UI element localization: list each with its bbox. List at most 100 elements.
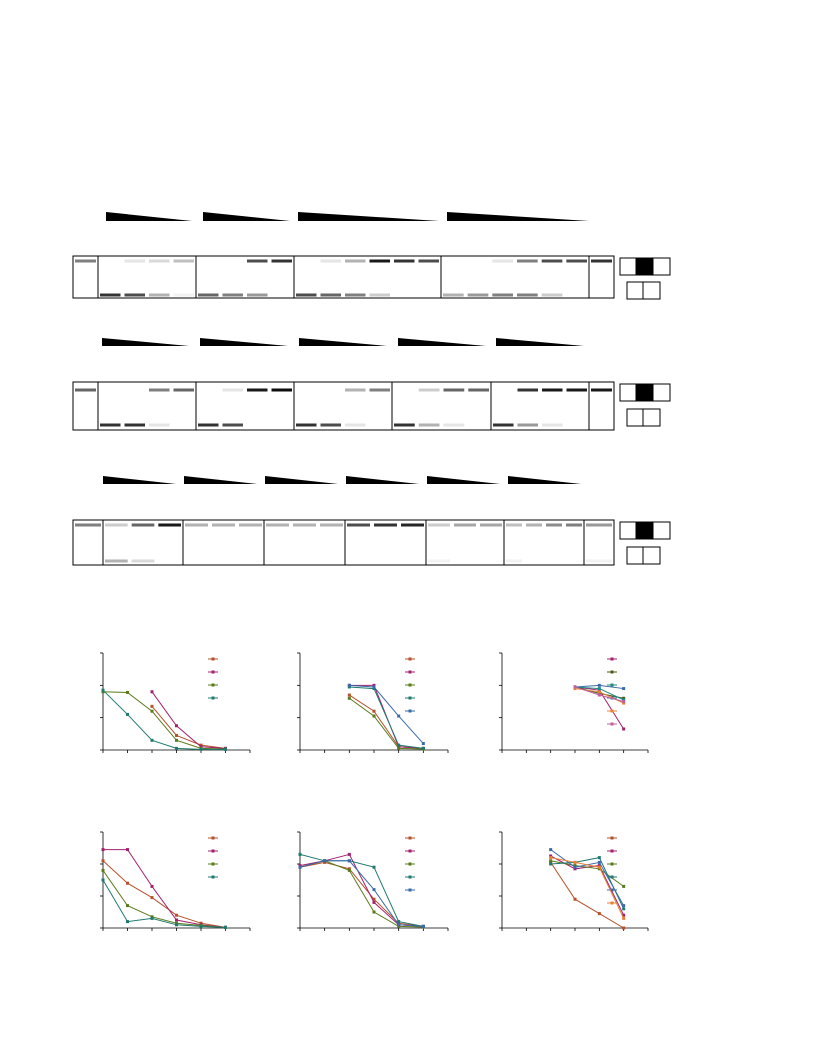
gel-band: [443, 293, 464, 297]
gel-band: [418, 259, 439, 263]
data-point: [126, 712, 129, 716]
data-point: [549, 860, 553, 864]
data-point: [549, 862, 553, 866]
gel-band: [320, 293, 341, 297]
gel-band: [100, 423, 121, 427]
legend-marker: [408, 696, 412, 700]
gel-band: [247, 293, 268, 297]
data-point: [622, 913, 626, 917]
data-point: [347, 693, 351, 697]
gel-band: [401, 523, 424, 527]
gel-band: [506, 523, 522, 527]
gel-band: [394, 259, 415, 263]
series-line: [102, 860, 226, 928]
series-line: [102, 691, 226, 750]
legend-marker: [408, 657, 412, 661]
data-point: [622, 696, 626, 700]
legend-marker: [408, 849, 412, 853]
series-line: [102, 689, 226, 750]
data-point: [175, 918, 178, 922]
data-point: [597, 683, 601, 687]
series-line: [349, 697, 424, 750]
titration-wedge: [106, 212, 192, 221]
gel-band: [418, 423, 440, 427]
gel-band: [296, 293, 317, 297]
data-point: [573, 897, 577, 901]
legend-marker: [408, 709, 412, 713]
data-point: [101, 848, 105, 852]
data-point: [101, 859, 105, 863]
data-point: [549, 854, 553, 858]
data-point: [372, 709, 376, 713]
gel-band: [124, 259, 145, 263]
data-point: [199, 743, 203, 747]
data-point: [573, 867, 577, 871]
titration-wedge: [496, 338, 584, 346]
legend-marker: [211, 670, 215, 674]
data-point: [175, 923, 178, 927]
data-point: [421, 742, 425, 746]
data-point: [101, 688, 105, 692]
gel-band: [541, 259, 563, 263]
gel-band: [480, 523, 502, 527]
gel-band: [158, 523, 181, 527]
legend-marker: [211, 696, 215, 700]
gel-band: [566, 523, 582, 527]
gel-band: [149, 259, 170, 263]
legend-marker: [211, 862, 215, 866]
series-line: [299, 853, 424, 927]
gel-band: [266, 523, 289, 527]
gel-band: [443, 423, 465, 427]
gel-band: [131, 523, 155, 527]
data-point: [622, 700, 626, 703]
data-point: [126, 848, 129, 852]
data-point: [597, 867, 601, 871]
series-line: [102, 870, 226, 928]
data-point: [175, 724, 178, 728]
titration-wedge: [299, 338, 387, 346]
data-point: [622, 687, 626, 691]
data-point: [597, 856, 601, 860]
data-point: [298, 865, 302, 869]
gel-band: [271, 388, 292, 392]
data-point: [397, 921, 401, 925]
data-point: [150, 884, 154, 888]
data-point: [397, 743, 401, 747]
gel-band: [124, 293, 145, 297]
data-point: [126, 920, 129, 924]
data-point: [347, 685, 351, 689]
legend-marker: [610, 670, 614, 674]
data-point: [397, 924, 401, 928]
gel-band: [105, 523, 128, 527]
data-point: [372, 685, 376, 689]
data-point: [622, 698, 626, 702]
titration-wedge: [508, 476, 581, 484]
gel-band: [173, 293, 194, 297]
data-point: [224, 747, 227, 751]
gel-band: [394, 423, 415, 427]
data-point: [573, 860, 577, 864]
gel-band: [347, 523, 370, 527]
legend-marker: [610, 683, 614, 687]
data-point: [597, 860, 601, 864]
gel-band: [369, 388, 390, 392]
legend-marker: [610, 862, 614, 866]
gel-band: [493, 423, 514, 427]
legend-marker: [610, 888, 614, 892]
series-line: [103, 849, 226, 928]
gel-band: [247, 259, 268, 263]
data-point: [597, 865, 601, 869]
legend-marker: [408, 875, 412, 879]
gel-band: [369, 293, 390, 297]
gel-band: [586, 559, 612, 563]
legend-marker: [211, 683, 215, 687]
gel-band: [492, 293, 513, 297]
gel-band: [526, 523, 542, 527]
data-point: [549, 859, 553, 863]
data-point: [347, 852, 351, 856]
gel-band: [75, 523, 101, 527]
gel-band: [369, 259, 390, 263]
titration-wedge: [200, 338, 288, 346]
legend-marker: [610, 875, 614, 879]
data-point: [101, 868, 105, 872]
